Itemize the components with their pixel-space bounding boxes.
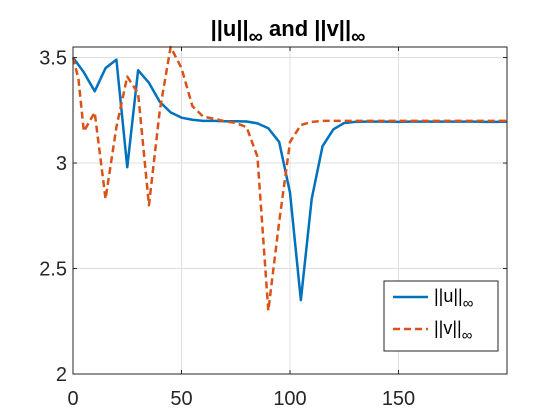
x-tick-label: 0 — [67, 388, 78, 410]
legend-box — [383, 280, 499, 352]
x-tick-label: 50 — [170, 388, 192, 410]
y-tick-label: 3.5 — [39, 48, 67, 70]
y-tick-label: 3 — [56, 153, 67, 175]
legend-label-u: ||u||∞ — [434, 286, 474, 312]
x-tick-label: 150 — [382, 388, 415, 410]
legend: ||u||∞ ||v||∞ — [383, 280, 499, 352]
x-tick-label: 100 — [273, 388, 306, 410]
chart-title: ||u||∞ and ||v||∞ — [211, 16, 366, 48]
y-tick-label: 2.5 — [39, 259, 67, 281]
y-tick-label: 2 — [56, 364, 67, 386]
series-line-v — [71, 45, 507, 312]
ticks: 0 50 100 150 2 2.5 3 3.5 — [39, 47, 507, 410]
series-layer — [71, 45, 508, 312]
legend-label-v: ||v||∞ — [434, 318, 473, 344]
